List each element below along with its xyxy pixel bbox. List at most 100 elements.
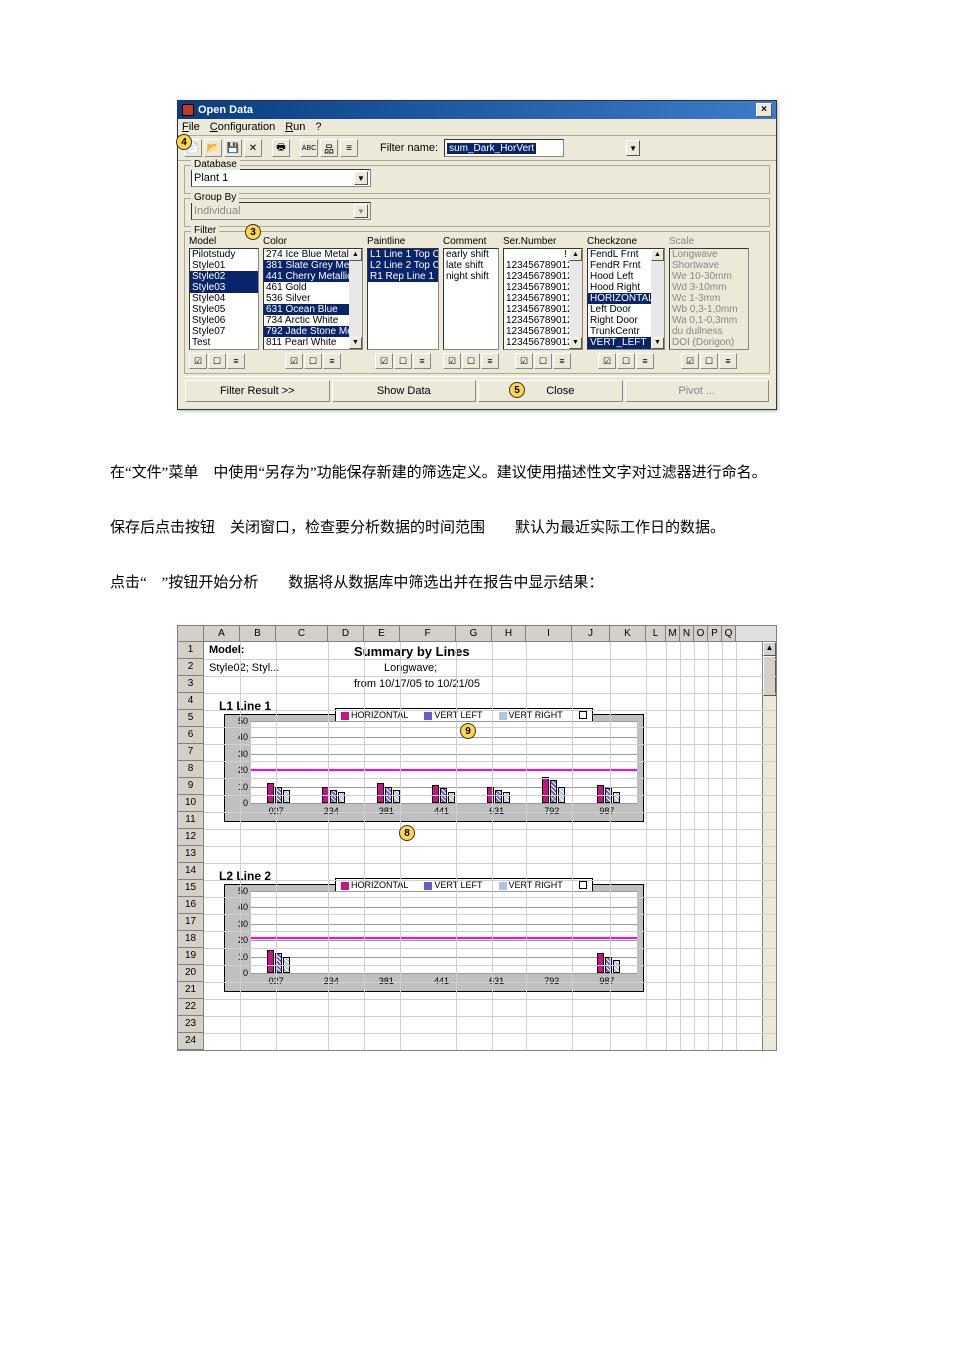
row-head[interactable]: 14 bbox=[178, 863, 204, 880]
filter-btn-icon[interactable]: ☑ bbox=[443, 353, 461, 369]
col-head[interactable]: B bbox=[240, 626, 276, 641]
col-head[interactable]: C bbox=[276, 626, 328, 641]
close-button[interactable]: 5 Close bbox=[478, 380, 623, 402]
color-listbox[interactable]: ▲ ▼ 274 Ice Blue Metallic 381 Slate Grey… bbox=[263, 248, 363, 350]
delete-icon[interactable]: ✕ bbox=[244, 139, 262, 157]
list-item[interactable]: L2 Line 2 Top C bbox=[368, 260, 438, 271]
scroll-up-icon[interactable]: ▲ bbox=[569, 249, 582, 261]
filter-btn-icon[interactable]: ≡ bbox=[413, 353, 431, 369]
list-item[interactable]: 631 Ocean Blue bbox=[264, 304, 362, 315]
model-listbox[interactable]: Pilotstudy Style01 Style02 Style03 Style… bbox=[189, 248, 259, 350]
open-icon[interactable]: 📂 bbox=[204, 139, 222, 157]
filtername-dropdown-icon[interactable]: ▼ bbox=[626, 140, 640, 156]
filter-btn-icon[interactable]: ☐ bbox=[462, 353, 480, 369]
col-head[interactable]: E bbox=[364, 626, 400, 641]
row-head[interactable]: 24 bbox=[178, 1033, 204, 1050]
close-icon[interactable]: × bbox=[756, 103, 772, 117]
list-item[interactable]: 987 Royal Blue bbox=[264, 348, 362, 350]
col-head[interactable]: Q bbox=[722, 626, 736, 641]
filter-btn-icon[interactable]: ☐ bbox=[394, 353, 412, 369]
row-head[interactable]: 16 bbox=[178, 897, 204, 914]
filter-btn-icon[interactable]: ☑ bbox=[681, 353, 699, 369]
filtername-input[interactable]: sum_Dark_HorVert bbox=[444, 139, 564, 157]
list-item[interactable]: 734 Arctic White bbox=[264, 315, 362, 326]
col-head[interactable]: H bbox=[492, 626, 526, 641]
list-item[interactable]: 274 Ice Blue Metallic bbox=[264, 249, 362, 260]
filter-btn-icon[interactable]: ☐ bbox=[534, 353, 552, 369]
filter-btn-icon[interactable]: ≡ bbox=[553, 353, 571, 369]
row-head[interactable]: 11 bbox=[178, 812, 204, 829]
menu-help[interactable]: ? bbox=[315, 121, 321, 133]
filter-btn-icon[interactable]: ☐ bbox=[700, 353, 718, 369]
filter-result-button[interactable]: Filter Result >> bbox=[185, 380, 330, 402]
list-item[interactable]: Style05 bbox=[190, 304, 258, 315]
sernumber-listbox[interactable]: ▲ ▼ ! 123456789012 123456789012 12345678… bbox=[503, 248, 583, 350]
scroll-up-icon[interactable]: ▲ bbox=[651, 249, 664, 261]
col-head[interactable]: F bbox=[400, 626, 456, 641]
filter-btn-icon[interactable]: ☑ bbox=[598, 353, 616, 369]
col-head[interactable]: K bbox=[610, 626, 646, 641]
scrollbar-track[interactable] bbox=[349, 261, 362, 337]
list-item[interactable]: early shift bbox=[444, 249, 498, 260]
scrollbar-track[interactable] bbox=[651, 261, 664, 337]
col-head[interactable]: N bbox=[680, 626, 694, 641]
row-head[interactable]: 15 bbox=[178, 880, 204, 897]
filter-btn-icon[interactable]: ≡ bbox=[323, 353, 341, 369]
col-head[interactable]: D bbox=[328, 626, 364, 641]
list-item[interactable]: R1 Rep Line 1 bbox=[368, 271, 438, 282]
col-head[interactable]: I bbox=[526, 626, 572, 641]
row-head[interactable]: 20 bbox=[178, 965, 204, 982]
scroll-up-icon[interactable]: ▲ bbox=[763, 642, 776, 656]
comment-listbox[interactable]: early shift late shift night shift bbox=[443, 248, 499, 350]
scroll-up-icon[interactable]: ▲ bbox=[349, 249, 362, 261]
row-head[interactable]: 21 bbox=[178, 982, 204, 999]
col-head[interactable]: A bbox=[204, 626, 240, 641]
scrollbar-track[interactable] bbox=[569, 261, 582, 337]
row-head[interactable]: 23 bbox=[178, 1016, 204, 1033]
menu-file[interactable]: File bbox=[182, 121, 200, 133]
row-head[interactable]: 10 bbox=[178, 795, 204, 812]
menu-run[interactable]: Run bbox=[285, 121, 305, 133]
filter-btn-icon[interactable]: ☑ bbox=[375, 353, 393, 369]
list-item[interactable]: Test bbox=[190, 337, 258, 348]
filter-btn-icon[interactable]: ≡ bbox=[227, 353, 245, 369]
filter-btn-icon[interactable]: ☑ bbox=[285, 353, 303, 369]
col-head[interactable]: G bbox=[456, 626, 492, 641]
list-item[interactable]: 441 Cherry Metallic bbox=[264, 271, 362, 282]
col-head[interactable]: M bbox=[666, 626, 680, 641]
scroll-down-icon[interactable]: ▼ bbox=[651, 337, 664, 349]
col-head[interactable]: J bbox=[572, 626, 610, 641]
abc-icon[interactable]: ABC bbox=[300, 139, 318, 157]
row-head[interactable]: 5 bbox=[178, 710, 204, 727]
list-item[interactable]: 461 Gold bbox=[264, 282, 362, 293]
filter-btn-icon[interactable]: ☑ bbox=[189, 353, 207, 369]
filter-btn-icon[interactable]: ☐ bbox=[208, 353, 226, 369]
tree-icon[interactable]: 品 bbox=[320, 139, 338, 157]
menu-configuration[interactable]: Configuration bbox=[210, 121, 275, 133]
col-head[interactable]: L bbox=[646, 626, 666, 641]
row-head[interactable]: 1 bbox=[178, 642, 204, 659]
print-icon[interactable]: 🖶 bbox=[272, 139, 290, 157]
row-head[interactable]: 12 bbox=[178, 829, 204, 846]
row-head[interactable]: 13 bbox=[178, 846, 204, 863]
list-item[interactable]: Style02 bbox=[190, 271, 258, 282]
row-head[interactable]: 22 bbox=[178, 999, 204, 1016]
col-head[interactable]: O bbox=[694, 626, 708, 641]
list-item[interactable]: 381 Slate Grey Metallic bbox=[264, 260, 362, 271]
row-head[interactable]: 9 bbox=[178, 778, 204, 795]
row-head[interactable]: 7 bbox=[178, 744, 204, 761]
row-head[interactable]: 4 bbox=[178, 693, 204, 710]
list-item[interactable]: late shift bbox=[444, 260, 498, 271]
row-head[interactable]: 17 bbox=[178, 914, 204, 931]
list-item[interactable]: Style07 bbox=[190, 326, 258, 337]
col-head[interactable]: P bbox=[708, 626, 722, 641]
list-item[interactable]: 792 Jade Stone Metalli bbox=[264, 326, 362, 337]
list-icon[interactable]: ≡ bbox=[340, 139, 358, 157]
list-item[interactable]: Style03 bbox=[190, 282, 258, 293]
row-head[interactable]: 18 bbox=[178, 931, 204, 948]
filter-btn-icon[interactable]: ☐ bbox=[617, 353, 635, 369]
row-head[interactable]: 3 bbox=[178, 676, 204, 693]
filter-btn-icon[interactable]: ≡ bbox=[481, 353, 499, 369]
list-item[interactable]: L1 Line 1 Top C bbox=[368, 249, 438, 260]
row-head[interactable]: 6 bbox=[178, 727, 204, 744]
